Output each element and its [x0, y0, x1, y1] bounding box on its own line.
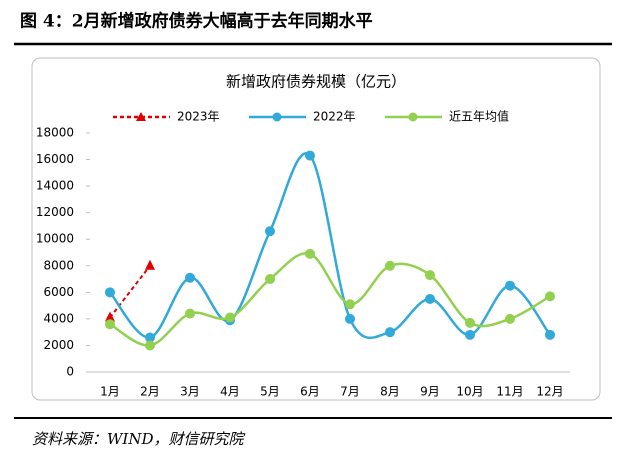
marker [425, 270, 435, 281]
y-tick-label: 6000 [43, 285, 74, 299]
y-tick-label: 18000 [36, 126, 74, 140]
y-tick-label: 16000 [36, 152, 74, 166]
x-tick-label: 6月 [300, 385, 320, 399]
marker [545, 291, 555, 302]
marker [505, 313, 515, 324]
x-tick-label: 9月 [420, 385, 440, 399]
x-tick-label: 11月 [496, 385, 523, 399]
marker [105, 311, 115, 322]
y-tick-label: 10000 [36, 232, 74, 246]
x-tick-label: 10月 [456, 385, 483, 399]
x-tick-label: 2月 [140, 385, 160, 399]
legend-label: 近五年均值 [449, 109, 509, 124]
marker [465, 317, 475, 328]
marker [105, 287, 115, 298]
legend-marker [272, 112, 282, 122]
x-tick-label: 12月 [536, 385, 563, 399]
marker [345, 299, 355, 310]
x-tick-label: 4月 [220, 385, 240, 399]
marker [185, 308, 195, 319]
legend-label: 2022年 [313, 110, 356, 124]
legend-label: 2023年 [177, 110, 220, 124]
x-tick-label: 1月 [100, 385, 120, 399]
x-tick-label: 8月 [380, 385, 400, 399]
y-tick-label: 0 [66, 365, 74, 379]
marker [305, 248, 315, 259]
marker [345, 313, 355, 324]
marker [265, 226, 275, 237]
chart-frame [31, 57, 601, 401]
legend-marker [136, 112, 146, 121]
marker [185, 272, 195, 283]
y-tick-label: 2000 [43, 338, 74, 352]
marker [385, 327, 395, 338]
figure-title: 图 4：2月新增政府债券大幅高于去年同期水平 [20, 11, 373, 32]
marker [145, 259, 155, 270]
y-tick-label: 8000 [43, 258, 74, 272]
y-tick-label: 4000 [43, 311, 74, 325]
marker [425, 293, 435, 304]
x-tick-label: 3月 [180, 385, 200, 399]
marker [145, 340, 155, 351]
legend-marker [408, 112, 418, 122]
marker [545, 329, 555, 340]
series-line [109, 265, 151, 319]
marker [305, 150, 315, 161]
y-tick-label: 14000 [36, 179, 74, 193]
x-tick-label: 5月 [260, 385, 280, 399]
marker [225, 312, 235, 323]
series-line [109, 152, 552, 339]
marker [465, 329, 475, 340]
marker [105, 319, 115, 330]
marker [145, 332, 155, 343]
x-tick-label: 7月 [340, 385, 360, 399]
y-tick-label: 12000 [36, 205, 74, 219]
marker [385, 260, 395, 271]
series-line [109, 252, 551, 347]
marker [505, 280, 515, 291]
chart-title: 新增政府债券规模（亿元） [226, 73, 406, 91]
source: 资料来源：WIND，财信研究院 [32, 430, 245, 448]
marker [265, 274, 275, 285]
